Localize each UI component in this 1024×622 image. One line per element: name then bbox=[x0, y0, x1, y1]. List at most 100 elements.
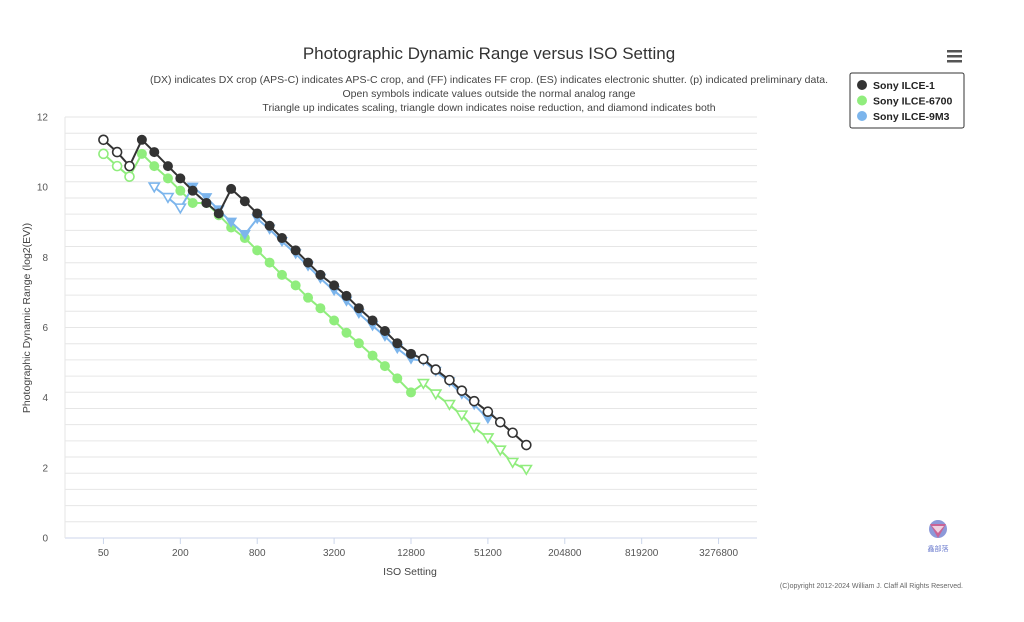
data-point bbox=[303, 257, 314, 268]
series-layer bbox=[98, 134, 533, 476]
data-point bbox=[455, 410, 469, 422]
data-point bbox=[98, 148, 109, 160]
data-point bbox=[507, 427, 518, 439]
data-point bbox=[162, 161, 173, 172]
data-point bbox=[149, 147, 160, 158]
data-point bbox=[252, 245, 263, 256]
legend-marker bbox=[857, 80, 867, 90]
data-point bbox=[264, 257, 275, 268]
data-point bbox=[341, 327, 352, 338]
data-point bbox=[493, 445, 507, 457]
data-point bbox=[264, 220, 275, 231]
x-tick-label: 51200 bbox=[474, 548, 502, 559]
data-point bbox=[494, 416, 506, 428]
y-tick-label: 8 bbox=[42, 253, 48, 264]
legend-marker bbox=[857, 95, 867, 106]
legend-item-label[interactable]: Sony ILCE-9M3 bbox=[873, 111, 950, 123]
data-point bbox=[367, 315, 378, 326]
data-point bbox=[467, 422, 481, 434]
data-point bbox=[111, 160, 123, 172]
series-line bbox=[102, 138, 527, 446]
data-point bbox=[290, 245, 301, 256]
chart-subtitle-line-3: Triangle up indicates scaling, triangle … bbox=[262, 102, 715, 114]
x-axis-ticks: 50 200 800 3200 12800 51200 204800 819200 327680… bbox=[98, 538, 738, 559]
data-point bbox=[482, 406, 494, 418]
data-point bbox=[303, 292, 314, 303]
data-point bbox=[201, 197, 212, 208]
data-point bbox=[429, 389, 443, 401]
data-point bbox=[147, 182, 161, 194]
data-point bbox=[136, 134, 147, 145]
data-point bbox=[162, 173, 173, 184]
chart-title: Photographic Dynamic Range versus ISO Se… bbox=[303, 44, 675, 63]
y-tick-label: 12 bbox=[37, 113, 49, 124]
data-point bbox=[315, 303, 326, 314]
data-point bbox=[225, 217, 238, 228]
bird-logo-icon bbox=[929, 520, 947, 538]
data-point bbox=[187, 185, 198, 196]
data-point bbox=[124, 160, 135, 172]
copyright-credit: (C)opyright 2012-2024 William J. Claff A… bbox=[780, 583, 963, 590]
x-tick-label: 800 bbox=[249, 548, 266, 559]
data-point bbox=[379, 361, 390, 372]
data-point bbox=[213, 208, 224, 219]
x-tick-label: 3276800 bbox=[699, 548, 738, 559]
y-tick-label: 6 bbox=[42, 323, 48, 334]
data-point bbox=[290, 280, 301, 291]
data-point bbox=[149, 161, 160, 172]
data-point bbox=[161, 192, 175, 204]
data-point bbox=[406, 348, 416, 359]
data-point bbox=[276, 269, 287, 280]
y-axis-label: Photographic Dynamic Range (log2(EV)) bbox=[21, 223, 33, 413]
data-point bbox=[252, 208, 263, 219]
data-point bbox=[329, 315, 340, 326]
data-point bbox=[519, 464, 533, 476]
series-2 bbox=[147, 182, 494, 425]
data-point bbox=[226, 183, 237, 194]
data-point bbox=[173, 203, 187, 215]
data-point bbox=[238, 229, 251, 241]
data-point bbox=[353, 303, 364, 314]
x-tick-label: 12800 bbox=[397, 548, 425, 559]
data-point bbox=[239, 196, 250, 207]
data-point bbox=[200, 193, 213, 204]
watermark: 鑫部落 bbox=[928, 520, 949, 553]
data-point bbox=[456, 385, 468, 396]
data-point bbox=[175, 173, 186, 184]
data-point bbox=[392, 373, 403, 384]
data-point bbox=[353, 338, 364, 349]
series-line bbox=[153, 186, 489, 420]
hamburger-menu-icon[interactable] bbox=[947, 50, 962, 63]
data-point bbox=[418, 353, 429, 365]
data-point bbox=[367, 350, 378, 361]
data-point bbox=[442, 399, 456, 411]
x-tick-label: 200 bbox=[172, 548, 189, 559]
data-point bbox=[329, 280, 340, 291]
legend-item-label[interactable]: Sony ILCE-1 bbox=[873, 80, 935, 92]
series-0 bbox=[98, 134, 532, 451]
chart-menu-button[interactable]: hamburger-menu-icon bbox=[940, 44, 970, 68]
chart-legend: Sony ILCE-1 Sony ILCE-6700 Sony ILCE-9M3 bbox=[849, 72, 965, 129]
data-point bbox=[406, 387, 416, 398]
series-1 bbox=[98, 148, 533, 476]
data-point bbox=[416, 378, 430, 390]
x-tick-label: 3200 bbox=[323, 548, 346, 559]
watermark-text: 鑫部落 bbox=[928, 544, 949, 553]
x-tick-label: 204800 bbox=[548, 548, 582, 559]
data-point bbox=[124, 171, 135, 182]
x-tick-label: 819200 bbox=[625, 548, 659, 559]
chart-subtitle-line-1: (DX) indicates DX crop (APS-C) indicates… bbox=[150, 74, 828, 86]
data-point bbox=[276, 233, 287, 244]
data-point bbox=[136, 148, 147, 159]
series-line bbox=[102, 152, 527, 471]
data-point bbox=[481, 433, 495, 445]
data-point bbox=[444, 374, 455, 386]
y-tick-label: 4 bbox=[42, 393, 48, 404]
y-axis-ticks: 0 2 4 6 8 10 12 bbox=[37, 113, 49, 545]
legend-box bbox=[849, 72, 965, 129]
x-tick-label: 50 bbox=[98, 548, 110, 559]
legend-item-label[interactable]: Sony ILCE-6700 bbox=[873, 95, 953, 107]
data-point bbox=[521, 439, 532, 451]
data-point bbox=[315, 269, 326, 280]
